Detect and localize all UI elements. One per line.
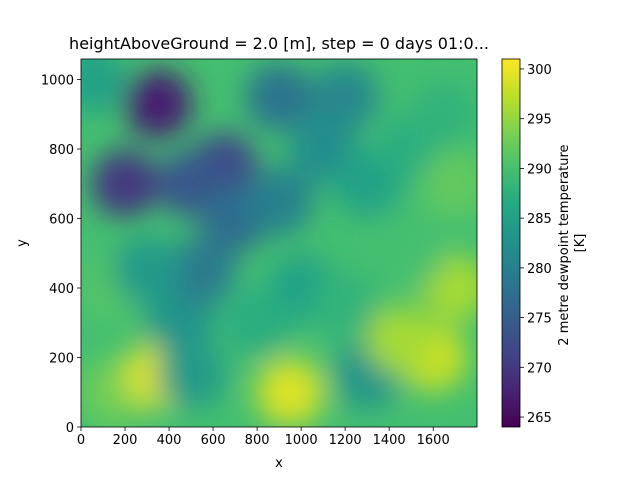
colorbar-ticks: 265 270 275 280 285 290 295 300 xyxy=(520,63,552,426)
heatmap-area xyxy=(81,59,477,427)
colorbar-tick-label: 275 xyxy=(527,312,552,327)
x-axis-label: x xyxy=(275,456,283,471)
x-tick-label: 1200 xyxy=(329,433,362,448)
heatmap-cell xyxy=(245,167,314,236)
heatmap-cell xyxy=(81,59,126,114)
x-tick-label: 1000 xyxy=(285,433,318,448)
x-tick-label: 400 xyxy=(157,433,182,448)
y-tick-label: 1000 xyxy=(41,74,74,89)
heatmap-cell xyxy=(377,219,446,288)
heatmap-cell xyxy=(157,340,226,409)
y-tick-label: 800 xyxy=(49,143,74,158)
y-tick-label: 200 xyxy=(49,352,74,367)
plot-frame xyxy=(80,58,478,428)
heatmap-cell xyxy=(168,236,237,305)
heatmap-cell xyxy=(421,149,477,218)
heatmap-cell xyxy=(113,236,182,305)
y-axis: 0 200 400 600 800 1000 xyxy=(41,74,81,436)
y-axis-label: y xyxy=(15,239,30,247)
heatmap-cell xyxy=(256,358,325,427)
heatmap-cell xyxy=(366,306,435,375)
x-tick-label: 0 xyxy=(77,433,85,448)
x-tick-label: 200 xyxy=(113,433,138,448)
x-axis: 0 200 400 600 800 1000 1200 1400 1600 xyxy=(77,427,450,448)
heatmap-cell xyxy=(311,271,380,340)
colorbar-tick-label: 300 xyxy=(527,63,552,78)
heatmap-cell xyxy=(146,288,215,357)
x-tick-label: 600 xyxy=(201,433,226,448)
y-tick-label: 600 xyxy=(49,213,74,228)
heatmap-cell xyxy=(245,62,314,131)
heatmap-cells xyxy=(81,59,477,427)
colorbar xyxy=(501,58,521,428)
x-tick-label: 1400 xyxy=(373,433,406,448)
colorbar-tick-label: 290 xyxy=(527,162,552,177)
heatmap-cell xyxy=(311,62,380,131)
heatmap-cell xyxy=(124,69,193,138)
x-tick-label: 1600 xyxy=(417,433,450,448)
chart-title: heightAboveGround = 2.0 [m], step = 0 da… xyxy=(69,34,489,53)
colorbar-tick-label: 265 xyxy=(527,411,552,426)
colorbar-tick-label: 280 xyxy=(527,262,552,277)
y-tick-label: 0 xyxy=(66,421,74,436)
colorbar-tick-label: 285 xyxy=(527,212,552,227)
heatmap-cell xyxy=(223,288,292,357)
x-tick-label: 800 xyxy=(245,433,270,448)
heatmap-cell xyxy=(410,80,477,149)
heatmap-cell xyxy=(91,149,160,218)
y-tick-label: 400 xyxy=(49,282,74,297)
colorbar-tick-label: 270 xyxy=(527,361,552,376)
colorbar-tick-label: 295 xyxy=(527,113,552,128)
colorbar-label: 2 metre dewpoint temperature [K] xyxy=(557,140,588,345)
